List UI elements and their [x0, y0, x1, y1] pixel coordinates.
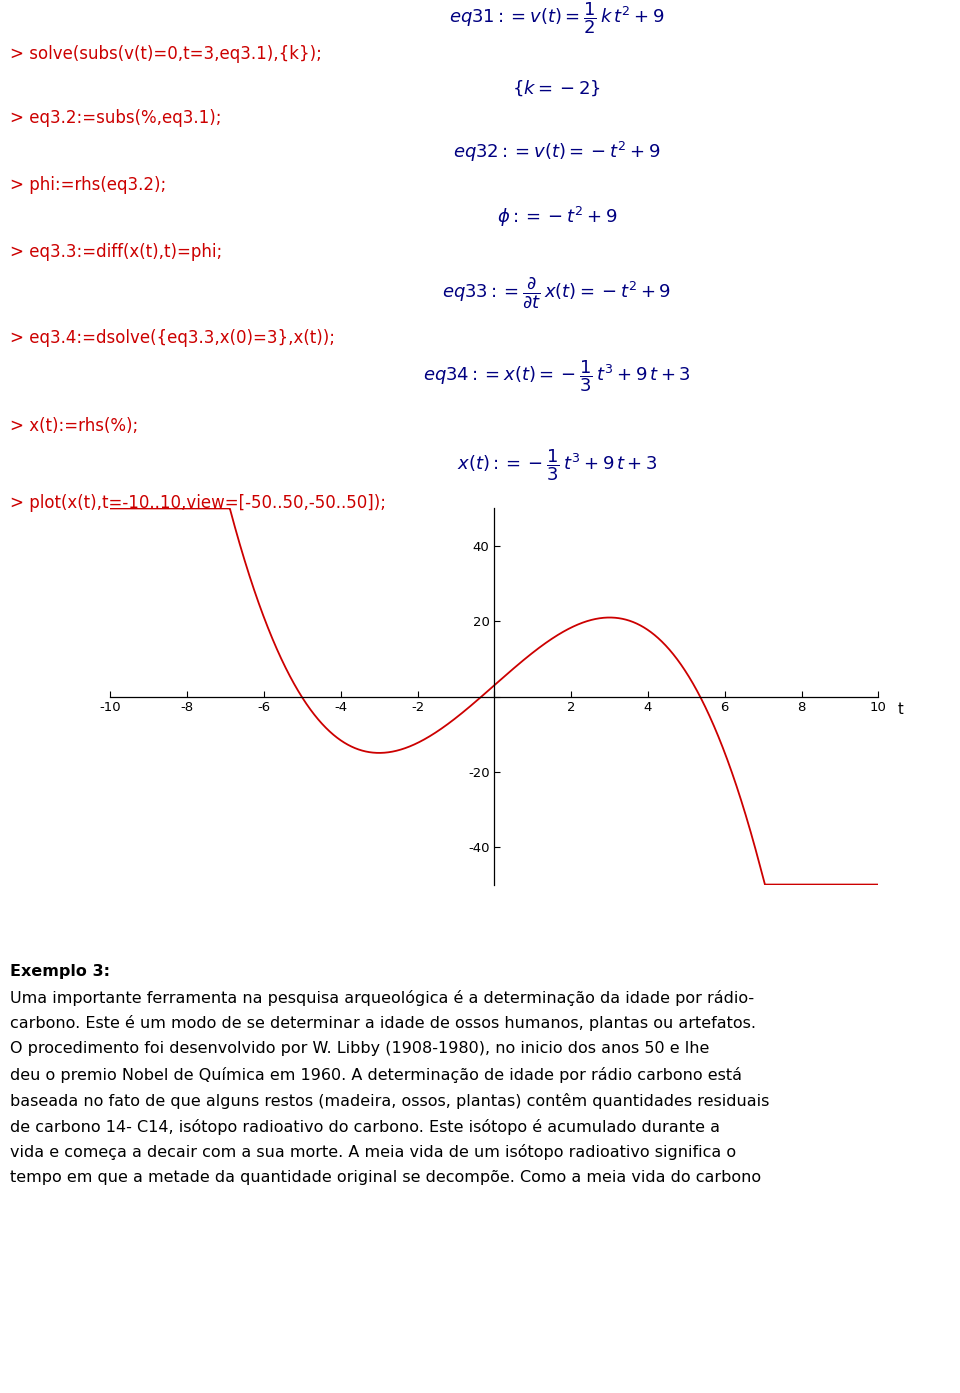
Text: > phi:=rhs(eq3.2);: > phi:=rhs(eq3.2);	[10, 177, 166, 194]
Text: de carbono 14- C14, isótopo radioativo do carbono. Este isótopo é acumulado dura: de carbono 14- C14, isótopo radioativo d…	[10, 1119, 720, 1134]
Text: Uma importante ferramenta na pesquisa arqueológica é a determinação da idade por: Uma importante ferramenta na pesquisa ar…	[10, 989, 754, 1006]
Text: O procedimento foi desenvolvido por W. Libby (1908-1980), no inicio dos anos 50 : O procedimento foi desenvolvido por W. L…	[10, 1042, 709, 1056]
Text: $\{k = -2\}$: $\{k = -2\}$	[513, 78, 601, 98]
Text: $eq34 := x(t) = -\dfrac{1}{3}\,t^{3} + 9\,t + 3$: $eq34 := x(t) = -\dfrac{1}{3}\,t^{3} + 9…	[423, 358, 690, 394]
Text: $\phi := -t^{2} + 9$: $\phi := -t^{2} + 9$	[496, 205, 617, 230]
Text: > solve(subs(v(t)=0,t=3,eq3.1),{k});: > solve(subs(v(t)=0,t=3,eq3.1),{k});	[10, 46, 322, 63]
Text: deu o premio Nobel de Química em 1960. A determinação de idade por rádio carbono: deu o premio Nobel de Química em 1960. A…	[10, 1067, 741, 1082]
Text: > eq3.3:=diff(x(t),t)=phi;: > eq3.3:=diff(x(t),t)=phi;	[10, 244, 222, 260]
Text: > eq3.2:=subs(%,eq3.1);: > eq3.2:=subs(%,eq3.1);	[10, 110, 221, 127]
Text: $eq33 := \dfrac{\partial}{\partial t}\,x(t) = -t^{2} + 9$: $eq33 := \dfrac{\partial}{\partial t}\,x…	[443, 274, 671, 311]
Text: $eq32 := v(t) = -t^{2} + 9$: $eq32 := v(t) = -t^{2} + 9$	[453, 139, 660, 164]
Text: baseada no fato de que alguns restos (madeira, ossos, plantas) contêm quantidade: baseada no fato de que alguns restos (ma…	[10, 1092, 769, 1109]
Text: > plot(x(t),t=-10..10,view=[-50..50,-50..50]);: > plot(x(t),t=-10..10,view=[-50..50,-50.…	[10, 495, 386, 511]
Text: > x(t):=rhs(%);: > x(t):=rhs(%);	[10, 418, 138, 435]
Text: tempo em que a metade da quantidade original se decompõe. Como a meia vida do ca: tempo em que a metade da quantidade orig…	[10, 1170, 760, 1185]
Text: Exemplo 3:: Exemplo 3:	[10, 964, 109, 979]
Text: $x(t) := -\dfrac{1}{3}\,t^{3} + 9\,t + 3$: $x(t) := -\dfrac{1}{3}\,t^{3} + 9\,t + 3…	[457, 447, 657, 483]
Text: carbono. Este é um modo de se determinar a idade de ossos humanos, plantas ou ar: carbono. Este é um modo de se determinar…	[10, 1015, 756, 1031]
Text: t: t	[898, 702, 903, 717]
Text: vida e começa a decair com a sua morte. A meia vida de um isótopo radioativo sig: vida e começa a decair com a sua morte. …	[10, 1145, 735, 1160]
Text: > eq3.4:=dsolve({eq3.3,x(0)=3},x(t));: > eq3.4:=dsolve({eq3.3,x(0)=3},x(t));	[10, 330, 335, 347]
Text: $eq31 := v(t) = \dfrac{1}{2}\,k\,t^{2} + 9$: $eq31 := v(t) = \dfrac{1}{2}\,k\,t^{2} +…	[449, 0, 664, 36]
